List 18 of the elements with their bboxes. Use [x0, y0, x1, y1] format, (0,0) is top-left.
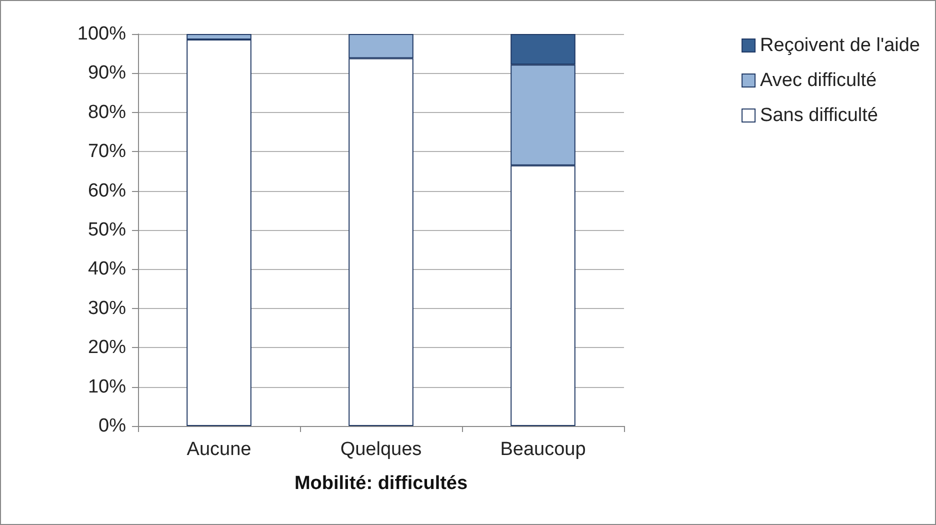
y-tick-label: 100% — [77, 24, 126, 44]
x-tick-label: Quelques — [340, 439, 422, 460]
legend-label: Reçoivent de l'aide — [760, 35, 920, 56]
x-axis-title: Mobilité: difficultés — [294, 473, 468, 494]
y-tick-label: 30% — [88, 298, 126, 319]
y-tick-label: 10% — [88, 376, 126, 398]
legend-label: Sans difficulté — [760, 105, 878, 126]
y-tick-label: 40% — [88, 258, 126, 280]
x-tick-label: Beaucoup — [500, 439, 586, 460]
y-tick-label: 90% — [88, 62, 126, 84]
y-tick-label: 50% — [88, 220, 126, 240]
y-tick-label: 80% — [88, 102, 126, 123]
y-tick-label: 60% — [88, 180, 126, 202]
y-tick-label: 20% — [88, 337, 126, 358]
y-tick-label: 0% — [98, 416, 126, 436]
x-tick-label: Aucune — [186, 439, 252, 460]
legend-label: Avec difficulté — [760, 70, 877, 91]
y-tick-label: 70% — [88, 141, 126, 162]
